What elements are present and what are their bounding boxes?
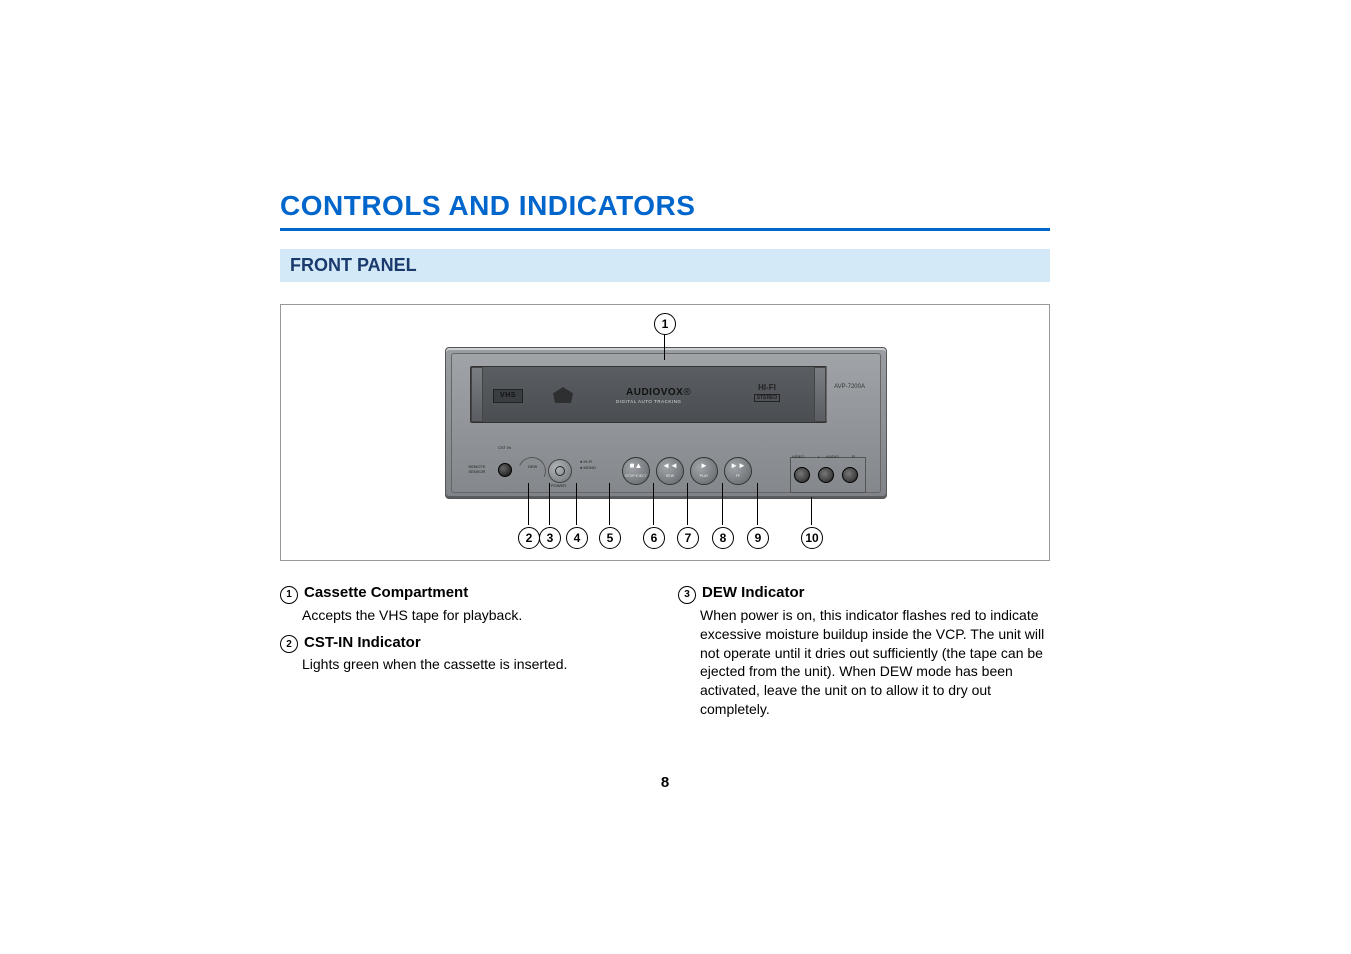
audio-mode-labels: ● HI-FI ● MONO <box>580 459 596 471</box>
leader-line <box>549 483 550 525</box>
callout-2: 2 <box>518 527 540 549</box>
stereo-text: STEREO <box>754 394 781 402</box>
item-body: Lights green when the cassette is insert… <box>302 655 652 674</box>
item-body: Accepts the VHS tape for playback. <box>302 606 652 625</box>
description-item: 3 DEW Indicator When power is on, this ind… <box>678 583 1050 719</box>
hifi-text: HI-FI <box>746 383 788 392</box>
transport-label: PLAY <box>691 474 717 478</box>
right-column: 3 DEW Indicator When power is on, this ind… <box>678 583 1050 727</box>
leader-line <box>576 483 577 525</box>
cst-in-label: CST IN <box>498 445 511 450</box>
item-body: When power is on, this indicator flashes… <box>700 606 1050 719</box>
audio-r-jack <box>842 467 858 483</box>
callout-8: 8 <box>712 527 734 549</box>
leader-line <box>722 483 723 525</box>
callout-5: 5 <box>599 527 621 549</box>
leader-line <box>687 483 688 525</box>
controls-strip: REMOTE SENSOR CST IN DEW POWER ● HI-FI ●… <box>460 449 872 491</box>
video-jack <box>794 467 810 483</box>
item-header: 1 Cassette Compartment <box>280 583 652 604</box>
transport-icon: ►► <box>725 458 751 474</box>
item-title: Cassette Compartment <box>304 583 468 603</box>
transport-button: ◄◄REW <box>656 457 684 485</box>
hifi-label: HI-FI STEREO <box>746 383 788 402</box>
description-columns: 1 Cassette Compartment Accepts the VHS tap… <box>280 583 1050 727</box>
device-bezel: VHS AUDIOVOX® DIGITAL AUTO TRACKING HI-F… <box>451 353 881 493</box>
page-root: CONTROLS AND INDICATORS FRONT PANEL VHS … <box>0 0 1351 954</box>
transport-label: REW <box>657 474 683 478</box>
transport-icon: ■▲ <box>623 458 649 474</box>
left-column: 1 Cassette Compartment Accepts the VHS tap… <box>280 583 652 727</box>
callout-4: 4 <box>566 527 588 549</box>
mono-mode-label: ● MONO <box>580 465 596 471</box>
model-label: AVP-7200A <box>834 384 865 390</box>
transport-button: ►►FF <box>724 457 752 485</box>
door-edge-right <box>814 367 826 422</box>
front-panel-figure: VHS AUDIOVOX® DIGITAL AUTO TRACKING HI-F… <box>280 304 1050 561</box>
power-button <box>548 459 572 483</box>
dew-indicator-ring <box>514 453 550 489</box>
dew-label: DEW <box>528 464 537 469</box>
transport-icon: ► <box>691 458 717 474</box>
item-header: 2 CST-IN Indicator <box>280 633 652 654</box>
power-label: POWER <box>551 483 566 488</box>
page-title: CONTROLS AND INDICATORS <box>280 190 1050 222</box>
transport-label: STOP EJECT <box>623 474 649 478</box>
cassette-door: VHS AUDIOVOX® DIGITAL AUTO TRACKING HI-F… <box>470 366 827 423</box>
door-edge-left <box>471 367 483 422</box>
callout-3: 3 <box>539 527 561 549</box>
leader-line <box>757 483 758 525</box>
callout-1: 1 <box>654 313 676 335</box>
brand-label: AUDIOVOX® <box>626 387 691 398</box>
transport-button: ■▲STOP EJECT <box>622 457 650 485</box>
audio-jack-label: AUDIO <box>826 454 839 459</box>
vcp-device: VHS AUDIOVOX® DIGITAL AUTO TRACKING HI-F… <box>445 347 887 499</box>
section-heading: FRONT PANEL <box>280 249 1050 282</box>
content-area: CONTROLS AND INDICATORS FRONT PANEL VHS … <box>280 190 1050 727</box>
leader-line <box>653 483 654 525</box>
remote-sensor-label: REMOTE SENSOR <box>462 464 492 474</box>
item-header: 3 DEW Indicator <box>678 583 1050 604</box>
brand-text: AUDIOVOX <box>626 387 683 398</box>
leader-line <box>664 335 665 360</box>
remote-sensor <box>498 463 512 477</box>
item-number: 3 <box>678 586 696 604</box>
power-icon <box>555 466 565 476</box>
leader-line <box>609 483 610 525</box>
panel-divider <box>826 366 827 421</box>
audio-l-jack <box>818 467 834 483</box>
page-number: 8 <box>280 774 1050 791</box>
audio-r-label: R <box>852 454 855 459</box>
transport-button: ►PLAY <box>690 457 718 485</box>
callout-6: 6 <box>643 527 665 549</box>
transport-label: FF <box>725 474 751 478</box>
transport-icon: ◄◄ <box>657 458 683 474</box>
audio-l-label: L <box>818 454 820 459</box>
av-input-group: VIDEO L AUDIO R <box>794 461 862 487</box>
callout-9: 9 <box>747 527 769 549</box>
item-title: CST-IN Indicator <box>304 633 421 653</box>
leader-line <box>528 483 529 525</box>
callout-10: 10 <box>801 527 823 549</box>
brand-subtitle: DIGITAL AUTO TRACKING <box>616 399 681 404</box>
item-number: 2 <box>280 635 298 653</box>
description-item: 1 Cassette Compartment Accepts the VHS tap… <box>280 583 652 625</box>
leader-line <box>811 497 812 525</box>
item-title: DEW Indicator <box>702 583 805 603</box>
cassette-icon <box>553 387 573 403</box>
item-number: 1 <box>280 586 298 604</box>
description-item: 2 CST-IN Indicator Lights green when the c… <box>280 633 652 675</box>
title-rule <box>280 228 1050 231</box>
vhs-logo: VHS <box>493 389 523 403</box>
callout-7: 7 <box>677 527 699 549</box>
video-jack-label: VIDEO <box>792 454 804 459</box>
